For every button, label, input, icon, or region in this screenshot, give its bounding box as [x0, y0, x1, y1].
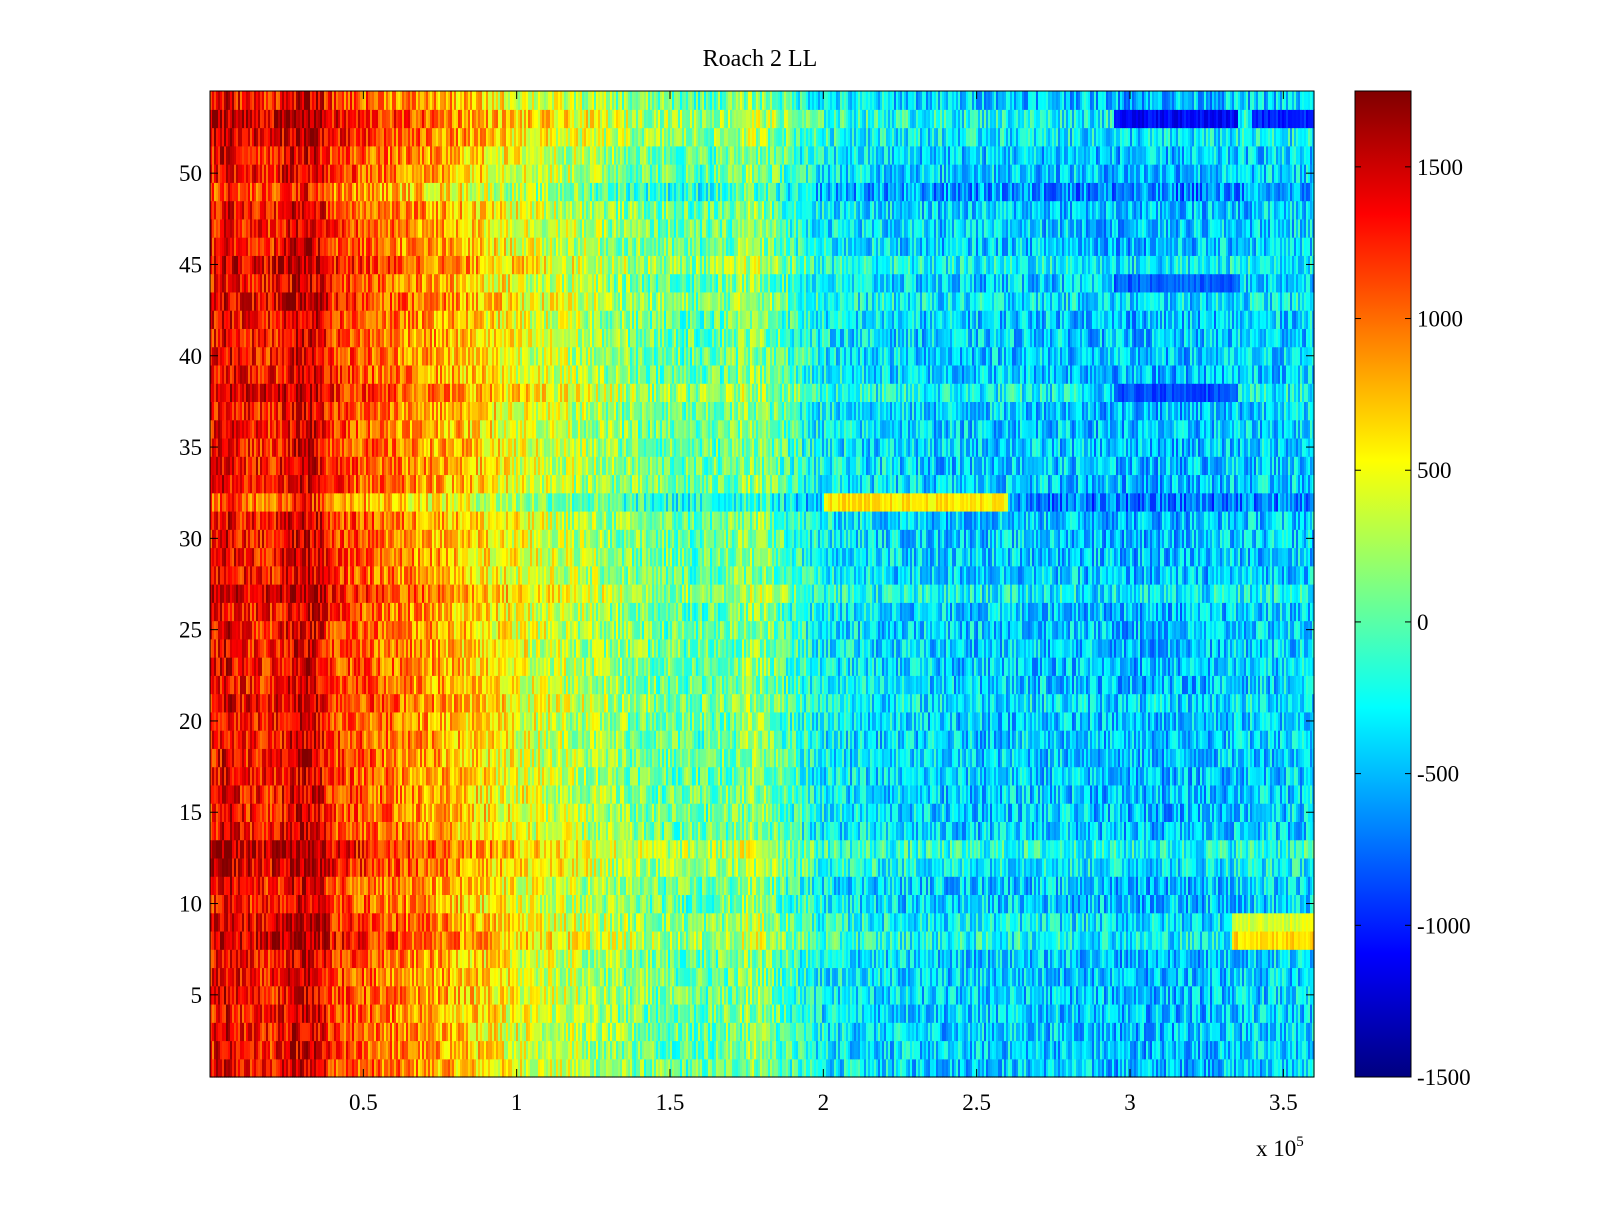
- heatmap-plot-area: [210, 91, 1315, 1078]
- chart-title: Roach 2 LL: [703, 46, 818, 72]
